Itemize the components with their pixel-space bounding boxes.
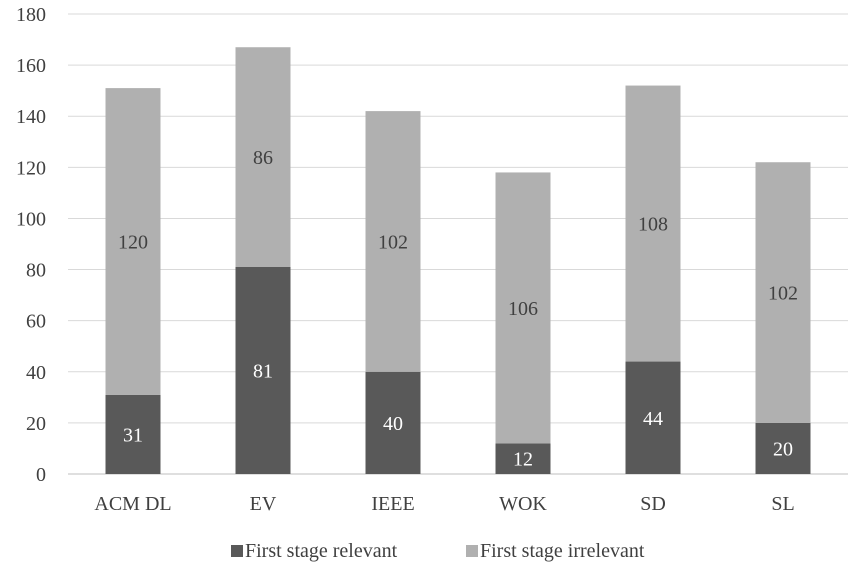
legend-swatch <box>231 545 243 557</box>
data-label: 102 <box>378 231 408 253</box>
bar-irrelevant <box>495 172 551 444</box>
data-label: 108 <box>638 214 668 236</box>
data-label: 106 <box>508 298 538 320</box>
x-category-label: EV <box>250 493 277 515</box>
x-axis-categories: ACM DL EV IEEE WOK SD SL <box>94 493 794 515</box>
y-tick-label: 80 <box>26 260 46 282</box>
legend-label: First stage relevant <box>245 540 398 562</box>
y-tick-label: 0 <box>36 464 46 486</box>
data-label: 120 <box>118 231 148 253</box>
x-category-label: SD <box>640 493 666 515</box>
bar-relevant <box>235 267 291 474</box>
y-tick-label: 20 <box>26 413 46 435</box>
bar-irrelevant <box>625 85 681 362</box>
bar-relevant <box>495 443 551 474</box>
y-tick-label: 180 <box>16 4 46 26</box>
x-category-label: SL <box>771 493 794 515</box>
data-label: 20 <box>773 438 793 460</box>
y-axis-ticks: 0 20 40 60 80 100 120 140 160 180 <box>16 4 46 486</box>
y-tick-label: 60 <box>26 311 46 333</box>
bar-labels: 31 120 81 86 40 102 12 106 44 108 20 102 <box>118 147 798 471</box>
data-label: 31 <box>123 424 143 446</box>
legend-swatch <box>466 545 478 557</box>
data-label: 81 <box>253 361 273 383</box>
y-tick-label: 40 <box>26 362 46 384</box>
y-tick-label: 120 <box>16 157 46 179</box>
gridlines <box>68 13 848 475</box>
bar-irrelevant <box>105 88 161 395</box>
y-tick-label: 100 <box>16 208 46 230</box>
bar-relevant <box>105 394 161 474</box>
legend: First stage relevant First stage irreleva… <box>231 540 645 562</box>
bar-relevant <box>365 371 421 474</box>
bar-irrelevant <box>235 47 291 267</box>
y-tick-label: 140 <box>16 106 46 128</box>
x-category-label: ACM DL <box>94 493 171 515</box>
bar-irrelevant <box>365 111 421 372</box>
data-label: 44 <box>643 408 663 430</box>
y-tick-label: 160 <box>16 55 46 77</box>
data-label: 102 <box>768 283 798 305</box>
x-category-label: WOK <box>499 493 547 515</box>
bar-relevant <box>625 361 681 474</box>
bar-irrelevant <box>755 162 811 423</box>
data-label: 40 <box>383 413 403 435</box>
data-label: 12 <box>513 449 533 471</box>
bars <box>105 47 811 474</box>
data-label: 86 <box>253 147 273 169</box>
legend-label: First stage irrelevant <box>480 540 645 562</box>
bar-relevant <box>755 422 811 474</box>
x-category-label: IEEE <box>371 493 414 515</box>
